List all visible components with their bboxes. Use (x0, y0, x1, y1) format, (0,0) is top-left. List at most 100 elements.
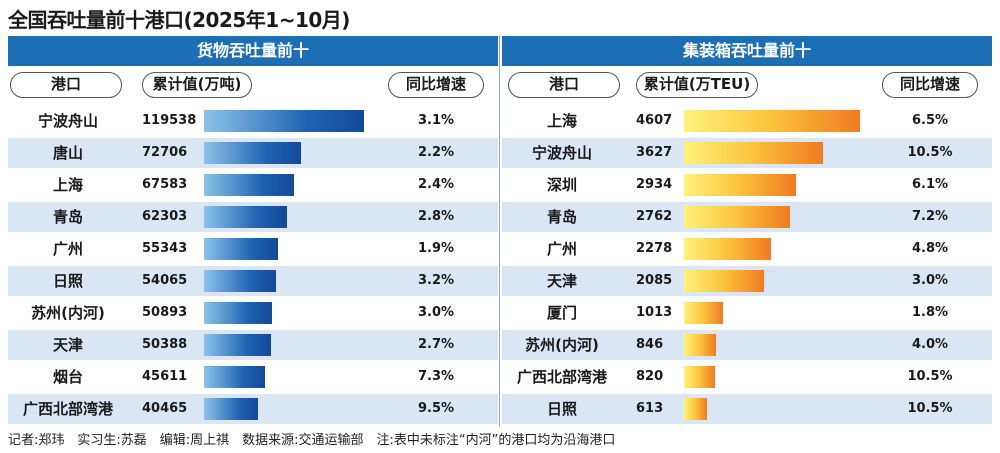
container-port-label: 宁波舟山 (531, 144, 592, 162)
cargo-value-label: 72706 (142, 145, 188, 160)
cargo-growth-label: 3.2% (417, 273, 455, 288)
cargo-header-port: 港口 (10, 72, 122, 98)
container-row: 青岛 2762 7.2% (502, 202, 992, 232)
container-growth-label: 6.1% (911, 177, 949, 192)
container-growth-label: 3.0% (911, 273, 949, 288)
container-header-port: 港口 (508, 72, 620, 98)
cargo-port-label: 苏州(内河) (31, 304, 105, 322)
container-row: 苏州(内河) 846 4.0% (502, 330, 992, 360)
cargo-growth-label: 2.2% (417, 145, 455, 160)
container-growth-label: 10.5% (907, 145, 953, 160)
cargo-value-label: 67583 (142, 177, 188, 192)
cargo-header-growth: 同比增速 (388, 72, 484, 98)
container-row: 天津 2085 3.0% (502, 266, 992, 296)
container-header-growth: 同比增速 (882, 72, 978, 98)
cargo-value-label: 55343 (142, 241, 188, 256)
cargo-growth-label: 3.1% (417, 113, 455, 128)
cargo-port-label: 青岛 (52, 208, 83, 226)
cargo-bar (204, 206, 288, 228)
container-bar (684, 174, 797, 196)
container-bar (684, 142, 823, 164)
container-growth-label: 10.5% (907, 401, 953, 416)
container-panel-title: 集装箱吞吐量前十 (502, 36, 992, 66)
container-value-label: 2934 (636, 177, 673, 192)
container-value-label: 4607 (636, 113, 673, 128)
container-bar (684, 238, 772, 260)
cargo-bar (204, 398, 259, 420)
cargo-row: 广西北部湾港 40465 9.5% (8, 394, 498, 424)
container-value-label: 820 (636, 369, 664, 384)
container-value-label: 2278 (636, 241, 673, 256)
cargo-value-label: 119538 (142, 113, 197, 128)
container-port-label: 厦门 (546, 304, 577, 322)
container-bar (684, 366, 716, 388)
container-growth-label: 4.0% (911, 337, 949, 352)
cargo-value-label: 45611 (142, 369, 188, 384)
container-value-label: 2762 (636, 209, 673, 224)
container-header-value: 累计值(万TEU) (636, 72, 758, 98)
cargo-bar (204, 238, 279, 260)
cargo-row: 唐山 72706 2.2% (8, 138, 498, 168)
cargo-bar (204, 366, 266, 388)
container-row: 深圳 2934 6.1% (502, 170, 992, 200)
cargo-port-label: 天津 (52, 336, 83, 354)
cargo-value-label: 40465 (142, 401, 188, 416)
cargo-growth-label: 2.7% (417, 337, 455, 352)
cargo-bar (204, 110, 364, 132)
cargo-value-label: 62303 (142, 209, 188, 224)
container-port-label: 广西北部湾港 (516, 368, 607, 386)
container-port-label: 深圳 (546, 176, 577, 194)
container-value-label: 613 (636, 401, 664, 416)
cargo-port-label: 日照 (52, 272, 83, 290)
cargo-growth-label: 7.3% (417, 369, 455, 384)
cargo-growth-label: 1.9% (417, 241, 455, 256)
container-port-label: 苏州(内河) (525, 336, 599, 354)
cargo-row: 烟台 45611 7.3% (8, 362, 498, 392)
container-growth-label: 10.5% (907, 369, 953, 384)
cargo-throughput-panel: 货物吞吐量前十 港口 累计值(万吨) 同比增速 宁波舟山 119538 3.1% 唐山… (8, 36, 498, 427)
container-value-label: 1013 (636, 305, 673, 320)
container-bar (684, 334, 717, 356)
container-value-label: 3627 (636, 145, 673, 160)
cargo-row: 青岛 62303 2.8% (8, 202, 498, 232)
container-growth-label: 1.8% (911, 305, 949, 320)
container-bar (684, 398, 708, 420)
container-port-label: 青岛 (546, 208, 577, 226)
cargo-row: 宁波舟山 119538 3.1% (8, 106, 498, 136)
container-throughput-panel: 集装箱吞吐量前十 港口 累计值(万TEU) 同比增速 上海 4607 6.5% 宁波舟… (502, 36, 992, 427)
container-row: 广州 2278 4.8% (502, 234, 992, 264)
cargo-growth-label: 3.0% (417, 305, 455, 320)
container-row: 上海 4607 6.5% (502, 106, 992, 136)
cargo-row: 广州 55343 1.9% (8, 234, 498, 264)
panel-divider (499, 36, 500, 427)
cargo-bar (204, 142, 302, 164)
container-port-label: 上海 (546, 112, 577, 130)
cargo-bar (204, 334, 272, 356)
page-title: 全国吞吐量前十港口(2025年1~10月) (8, 8, 350, 32)
container-bar (684, 270, 764, 292)
cargo-row: 上海 67583 2.4% (8, 170, 498, 200)
cargo-header-value: 累计值(万吨) (142, 72, 252, 98)
cargo-port-label: 广州 (52, 240, 83, 258)
container-row: 厦门 1013 1.8% (502, 298, 992, 328)
cargo-port-label: 宁波舟山 (37, 112, 98, 130)
container-bar (684, 110, 860, 132)
cargo-row: 苏州(内河) 50893 3.0% (8, 298, 498, 328)
cargo-port-label: 烟台 (52, 368, 83, 386)
container-value-label: 846 (636, 337, 664, 352)
container-bar (684, 206, 790, 228)
container-value-label: 2085 (636, 273, 673, 288)
container-port-label: 日照 (546, 400, 577, 418)
cargo-row: 天津 50388 2.7% (8, 330, 498, 360)
cargo-growth-label: 2.8% (417, 209, 455, 224)
container-row: 宁波舟山 3627 10.5% (502, 138, 992, 168)
cargo-port-label: 上海 (52, 176, 83, 194)
container-row: 广西北部湾港 820 10.5% (502, 362, 992, 392)
cargo-port-label: 唐山 (52, 144, 83, 162)
cargo-growth-label: 2.4% (417, 177, 455, 192)
cargo-value-label: 50388 (142, 337, 188, 352)
container-port-label: 天津 (546, 272, 577, 290)
container-bar (684, 302, 723, 324)
cargo-value-label: 54065 (142, 273, 188, 288)
cargo-bar (204, 174, 295, 196)
